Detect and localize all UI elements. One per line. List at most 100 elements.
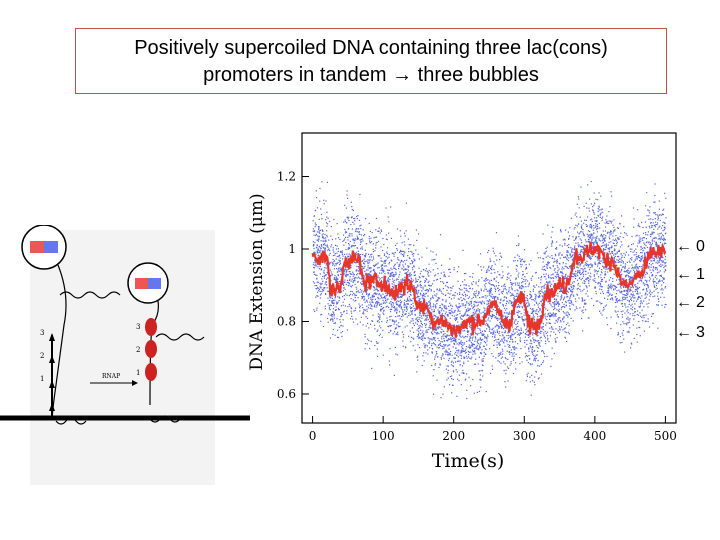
raw-data-point (594, 269, 596, 271)
raw-data-point (541, 298, 543, 300)
raw-data-point (511, 294, 513, 297)
raw-data-point (408, 269, 410, 271)
raw-data-point (488, 330, 490, 332)
raw-data-point (397, 322, 400, 324)
raw-data-point (447, 365, 449, 367)
raw-data-point (476, 347, 478, 349)
raw-data-point (415, 287, 417, 289)
raw-data-point (415, 288, 417, 290)
raw-data-point (533, 359, 535, 361)
raw-data-point (414, 310, 416, 312)
raw-data-point (480, 289, 482, 292)
raw-data-point (448, 354, 450, 356)
raw-data-point (537, 340, 539, 342)
raw-data-point (327, 249, 329, 251)
raw-data-point (527, 306, 529, 308)
raw-data-point (404, 304, 406, 306)
raw-data-point (318, 254, 320, 256)
raw-data-point (404, 309, 406, 311)
raw-data-point (462, 330, 464, 332)
raw-data-point (457, 321, 459, 323)
raw-data-point (334, 299, 336, 301)
raw-data-point (413, 287, 415, 289)
raw-data-point (344, 305, 346, 307)
raw-data-point (523, 278, 525, 280)
raw-data-point (410, 341, 412, 343)
raw-data-point (543, 353, 545, 355)
raw-data-point (450, 312, 452, 314)
raw-data-point (451, 310, 453, 312)
raw-data-point (587, 256, 589, 258)
raw-data-point (459, 352, 461, 354)
raw-data-point (426, 331, 429, 333)
raw-data-point (326, 287, 328, 289)
raw-data-point (422, 297, 424, 299)
raw-data-point (529, 293, 531, 295)
raw-data-point (341, 330, 344, 333)
raw-data-point (572, 272, 574, 275)
raw-data-point (362, 293, 364, 295)
raw-data-point (469, 340, 471, 342)
raw-data-point (586, 260, 588, 262)
raw-data-point (360, 238, 362, 241)
raw-data-point (531, 348, 533, 350)
raw-data-point (475, 338, 477, 340)
raw-data-point (577, 242, 579, 244)
raw-data-point (531, 332, 533, 334)
raw-data-point (484, 335, 486, 337)
raw-data-point (460, 340, 462, 342)
raw-data-point (458, 324, 460, 326)
raw-data-point (399, 297, 401, 299)
raw-data-point (528, 347, 530, 349)
raw-data-point (420, 337, 422, 339)
raw-data-point (348, 279, 351, 281)
raw-data-point (511, 338, 513, 341)
raw-data-point (582, 282, 584, 284)
raw-data-point (589, 257, 591, 259)
raw-data-point (522, 319, 524, 321)
raw-data-point (496, 298, 499, 300)
raw-data-point (318, 228, 320, 231)
raw-data-point (488, 282, 490, 284)
raw-data-point (497, 353, 500, 355)
raw-data-point (545, 290, 547, 292)
raw-data-point (348, 282, 350, 284)
raw-data-point (314, 251, 316, 253)
raw-data-point (508, 289, 510, 291)
raw-data-point (437, 297, 439, 299)
raw-data-point (518, 272, 520, 274)
raw-data-point (508, 346, 510, 348)
raw-data-point (398, 326, 400, 328)
raw-data-point (594, 286, 596, 288)
raw-data-point (383, 262, 385, 264)
raw-data-point (429, 325, 431, 327)
raw-data-point (360, 240, 362, 243)
raw-data-point (603, 306, 605, 309)
raw-data-point (419, 273, 421, 275)
raw-data-point (433, 280, 435, 282)
raw-data-point (376, 355, 379, 357)
raw-data-point (425, 318, 427, 320)
raw-data-point (548, 289, 550, 291)
raw-data-point (554, 314, 556, 316)
raw-data-point (379, 272, 381, 274)
raw-data-point (349, 293, 352, 296)
raw-data-point (567, 316, 569, 318)
raw-data-point (368, 327, 370, 329)
raw-data-point (533, 318, 535, 320)
raw-data-point (396, 309, 398, 311)
raw-data-point (328, 299, 331, 301)
raw-data-point (423, 352, 425, 354)
raw-data-point (548, 281, 550, 283)
raw-data-point (380, 229, 382, 231)
raw-data-point (354, 220, 356, 222)
raw-data-point (359, 277, 361, 279)
raw-data-point (322, 233, 324, 235)
raw-data-point (398, 305, 400, 307)
raw-data-point (550, 331, 552, 333)
raw-data-point (402, 345, 404, 347)
raw-data-point (510, 361, 512, 363)
raw-data-point (525, 352, 527, 354)
raw-data-point (401, 306, 403, 308)
raw-data-point (494, 290, 497, 293)
